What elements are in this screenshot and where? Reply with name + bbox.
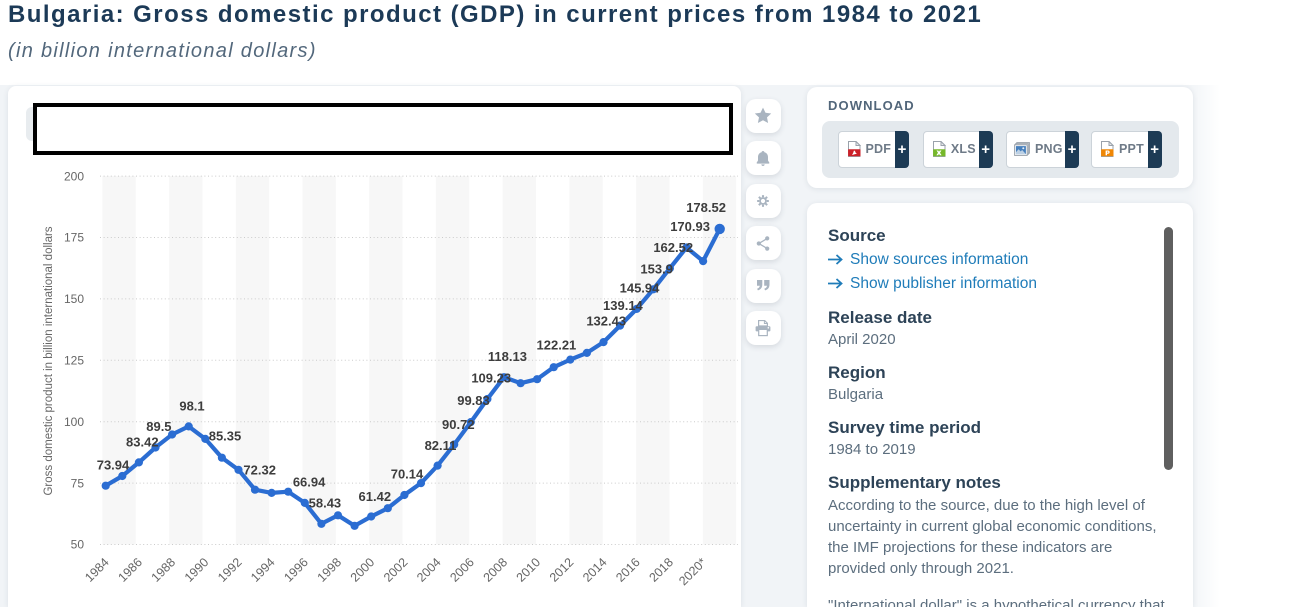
svg-text:Gross domestic product in bill: Gross domestic product in billion intern… bbox=[43, 226, 55, 495]
svg-text:2000: 2000 bbox=[348, 555, 378, 585]
svg-text:132.43: 132.43 bbox=[586, 314, 626, 329]
svg-text:70.14: 70.14 bbox=[391, 467, 424, 482]
svg-text:2004: 2004 bbox=[414, 555, 444, 585]
svg-text:122.21: 122.21 bbox=[537, 338, 577, 353]
svg-text:2014: 2014 bbox=[580, 555, 610, 585]
svg-text:2020*: 2020* bbox=[676, 555, 709, 588]
svg-text:98.1: 98.1 bbox=[179, 399, 204, 414]
svg-text:1994: 1994 bbox=[248, 555, 278, 585]
svg-text:89.5: 89.5 bbox=[146, 419, 171, 434]
svg-text:100: 100 bbox=[64, 415, 84, 429]
svg-text:125: 125 bbox=[64, 354, 84, 368]
svg-text:200: 200 bbox=[64, 169, 84, 183]
svg-text:153.9: 153.9 bbox=[640, 262, 673, 277]
svg-text:73.94: 73.94 bbox=[97, 457, 130, 472]
svg-text:2008: 2008 bbox=[481, 555, 511, 585]
svg-text:1988: 1988 bbox=[149, 555, 179, 585]
svg-text:178.52: 178.52 bbox=[686, 200, 726, 215]
svg-text:2002: 2002 bbox=[381, 555, 411, 585]
svg-text:2018: 2018 bbox=[646, 555, 676, 585]
svg-text:162.52: 162.52 bbox=[653, 240, 693, 255]
svg-text:90.72: 90.72 bbox=[442, 417, 475, 432]
svg-text:118.13: 118.13 bbox=[488, 349, 527, 364]
svg-text:1986: 1986 bbox=[115, 555, 145, 585]
svg-text:175: 175 bbox=[64, 231, 84, 245]
svg-text:99.83: 99.83 bbox=[457, 393, 490, 408]
svg-text:66.94: 66.94 bbox=[293, 475, 326, 490]
svg-text:82.11: 82.11 bbox=[425, 438, 457, 453]
svg-text:150: 150 bbox=[64, 292, 84, 306]
svg-text:139.14: 139.14 bbox=[603, 298, 644, 313]
svg-text:75: 75 bbox=[71, 476, 85, 490]
svg-text:109.23: 109.23 bbox=[471, 370, 511, 385]
svg-text:1992: 1992 bbox=[215, 555, 245, 585]
svg-text:2012: 2012 bbox=[547, 555, 577, 585]
svg-text:58.43: 58.43 bbox=[309, 496, 342, 511]
svg-text:1998: 1998 bbox=[315, 555, 345, 585]
svg-text:1984: 1984 bbox=[82, 555, 112, 585]
svg-text:2010: 2010 bbox=[514, 555, 544, 585]
svg-text:1990: 1990 bbox=[182, 555, 212, 585]
svg-text:83.42: 83.42 bbox=[126, 434, 159, 449]
svg-text:170.93: 170.93 bbox=[670, 219, 710, 234]
svg-text:72.32: 72.32 bbox=[243, 462, 276, 477]
svg-text:2006: 2006 bbox=[447, 555, 477, 585]
svg-text:85.35: 85.35 bbox=[209, 428, 242, 443]
svg-text:61.42: 61.42 bbox=[359, 489, 392, 504]
svg-text:50: 50 bbox=[71, 538, 85, 552]
svg-text:2016: 2016 bbox=[613, 555, 643, 585]
svg-text:145.94: 145.94 bbox=[620, 281, 661, 296]
svg-text:1996: 1996 bbox=[281, 555, 311, 585]
